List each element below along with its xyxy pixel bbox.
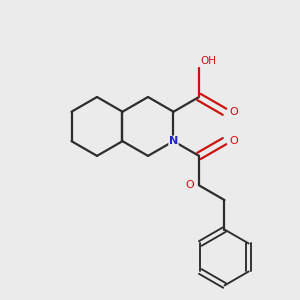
Text: OH: OH <box>200 56 217 66</box>
Text: O: O <box>229 107 238 117</box>
Text: N: N <box>169 136 178 146</box>
Text: O: O <box>186 180 195 190</box>
Text: O: O <box>229 136 238 146</box>
